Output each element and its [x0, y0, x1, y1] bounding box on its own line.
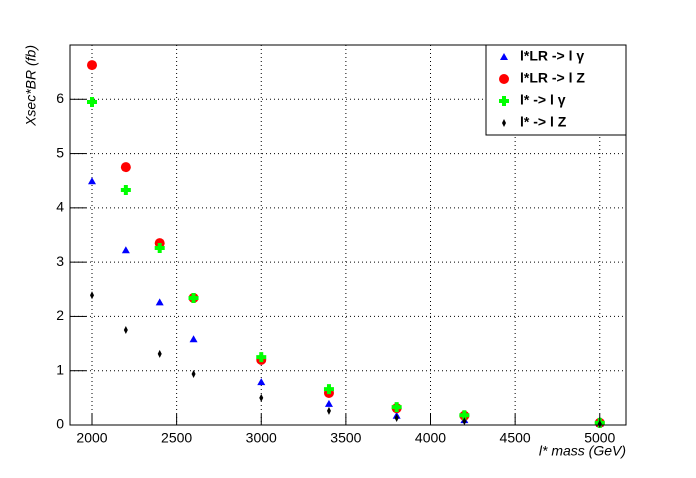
triangle-marker	[121, 246, 130, 254]
y-tick-label: 2	[56, 307, 64, 323]
cross-marker	[391, 402, 402, 413]
y-tick-label: 0	[56, 416, 64, 432]
x-tick-label: 3000	[246, 430, 277, 446]
triangle-marker	[324, 399, 333, 407]
diamond-marker	[157, 349, 162, 358]
diamond-marker	[191, 369, 196, 378]
y-tick-label: 4	[56, 199, 64, 215]
circle-marker	[499, 74, 509, 84]
triangle-marker	[88, 177, 97, 185]
circle-marker	[120, 162, 131, 173]
legend-label: l* -> l γ	[520, 92, 566, 108]
plot-frame	[69, 44, 627, 426]
cross-marker	[499, 96, 509, 106]
triangle-marker	[257, 378, 266, 386]
y-tick-label: 6	[56, 90, 64, 106]
legend-label: l*LR -> l γ	[520, 48, 584, 64]
triangle-marker	[500, 53, 508, 60]
cross-marker	[87, 97, 98, 107]
x-tick-label: 3500	[330, 430, 361, 446]
cross-marker	[256, 352, 267, 363]
legend-label: l*LR -> l Z	[520, 70, 585, 86]
diamond-marker	[326, 406, 331, 415]
cross-marker	[323, 384, 334, 395]
diamond-marker	[259, 393, 264, 402]
x-tick-label: 2000	[76, 430, 107, 446]
y-tick-label: 1	[56, 361, 64, 377]
diamond-marker	[502, 119, 506, 127]
cross-marker	[154, 243, 165, 254]
triangle-marker	[189, 335, 198, 343]
diamond-marker	[394, 413, 399, 422]
y-axis-label: Xsec*BR (fb)	[23, 45, 39, 127]
x-tick-label: 4000	[415, 430, 446, 446]
x-tick-label: 4500	[500, 430, 531, 446]
legend-label: l* -> l Z	[520, 114, 567, 130]
cross-marker	[120, 184, 131, 195]
y-tick-label: 5	[56, 144, 64, 160]
cross-marker	[188, 292, 199, 303]
circle-marker	[87, 60, 98, 71]
marks	[87, 60, 605, 428]
legend-box	[485, 44, 627, 136]
cross-marker	[459, 410, 470, 421]
y-tick-label: 3	[56, 253, 64, 269]
diamond-marker	[123, 326, 128, 334]
x-tick-label: 5000	[584, 430, 615, 446]
diamond-marker	[90, 291, 95, 300]
x-axis-label: l* mass (GeV)	[539, 443, 626, 459]
x-tick-label: 2500	[161, 430, 192, 446]
diamond-marker	[462, 417, 467, 426]
triangle-marker	[155, 298, 164, 306]
